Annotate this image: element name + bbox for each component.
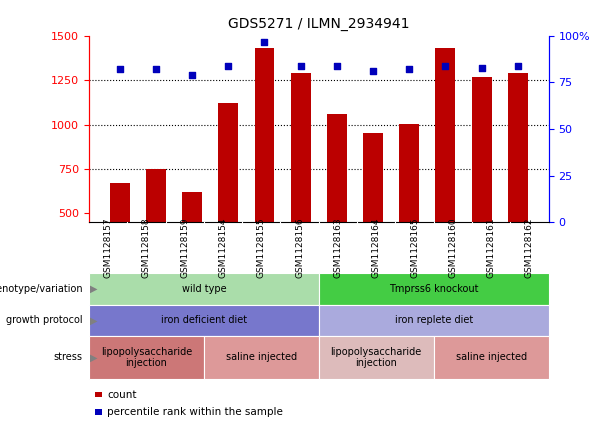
Point [187, 71, 197, 78]
Title: GDS5271 / ILMN_2934941: GDS5271 / ILMN_2934941 [228, 17, 409, 31]
Text: percentile rank within the sample: percentile rank within the sample [107, 407, 283, 418]
Text: ▶: ▶ [90, 284, 97, 294]
Bar [254, 48, 275, 302]
Point [223, 62, 233, 69]
Text: growth protocol: growth protocol [6, 316, 83, 325]
Text: GSM1128155: GSM1128155 [257, 217, 266, 278]
Text: lipopolysaccharide
injection: lipopolysaccharide injection [330, 346, 422, 368]
Text: GSM1128160: GSM1128160 [448, 217, 457, 278]
Text: ▶: ▶ [90, 352, 97, 363]
Bar [146, 169, 166, 302]
Text: iron replete diet: iron replete diet [395, 316, 473, 325]
Bar [508, 73, 528, 302]
Point [151, 66, 161, 73]
Text: GSM1128154: GSM1128154 [218, 217, 227, 278]
Text: saline injected: saline injected [226, 352, 297, 363]
Bar [435, 48, 455, 302]
Text: iron deficient diet: iron deficient diet [161, 316, 247, 325]
Bar [182, 192, 202, 302]
Text: Tmprss6 knockout: Tmprss6 knockout [389, 284, 479, 294]
Text: GSM1128157: GSM1128157 [104, 217, 113, 278]
Text: stress: stress [54, 352, 83, 363]
Text: wild type: wild type [181, 284, 226, 294]
Text: GSM1128161: GSM1128161 [487, 217, 496, 278]
Point [368, 68, 378, 75]
Bar [399, 124, 419, 302]
Text: GSM1128163: GSM1128163 [333, 217, 343, 278]
Bar [471, 77, 492, 302]
Bar [218, 103, 238, 302]
Text: lipopolysaccharide
injection: lipopolysaccharide injection [101, 346, 192, 368]
Text: genotype/variation: genotype/variation [0, 284, 83, 294]
Text: GSM1128158: GSM1128158 [142, 217, 151, 278]
Point [477, 64, 487, 71]
Text: saline injected: saline injected [455, 352, 527, 363]
Point [259, 38, 269, 45]
Text: GSM1128159: GSM1128159 [180, 217, 189, 278]
Text: GSM1128165: GSM1128165 [410, 217, 419, 278]
Point [405, 66, 414, 73]
Text: ▶: ▶ [90, 316, 97, 325]
Bar [363, 133, 383, 302]
Text: GSM1128164: GSM1128164 [371, 217, 381, 278]
Point [295, 62, 305, 69]
Point [513, 62, 523, 69]
Bar [327, 114, 347, 302]
Text: count: count [107, 390, 137, 400]
Bar [291, 73, 311, 302]
Text: GSM1128156: GSM1128156 [295, 217, 304, 278]
Point [441, 62, 451, 69]
Bar [110, 183, 130, 302]
Point [332, 62, 342, 69]
Text: GSM1128162: GSM1128162 [525, 217, 534, 278]
Point [115, 66, 124, 73]
